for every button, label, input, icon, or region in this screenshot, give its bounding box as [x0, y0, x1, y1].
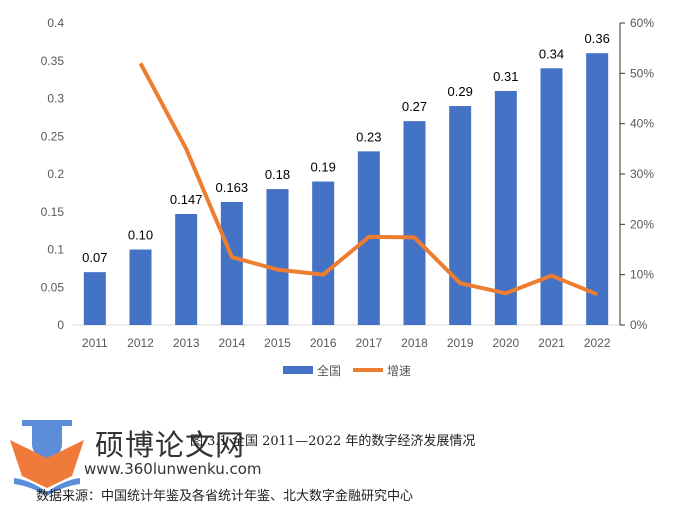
bar [494, 90, 517, 325]
data-label: 0.23 [356, 129, 381, 144]
data-label: 0.27 [402, 99, 427, 114]
bar [175, 214, 198, 325]
growth-line [138, 62, 598, 297]
data-label: 0.34 [539, 46, 564, 61]
data-label: 0.18 [265, 167, 290, 182]
x-tick-label: 2011 [82, 336, 108, 350]
y2-tick-label: 60% [630, 16, 654, 30]
bar [449, 106, 472, 325]
data-source: 数据来源：中国统计年鉴及各省统计年鉴、北大数字金融研究中心 [36, 489, 414, 504]
y2-tick-label: 30% [630, 167, 654, 181]
y-tick-label: 0.4 [47, 16, 64, 30]
x-tick-label: 2016 [310, 336, 337, 350]
y-tick-label: 0.1 [47, 243, 64, 257]
y-tick-label: 0.25 [41, 129, 65, 143]
x-tick-label: 2015 [264, 336, 291, 350]
data-label: 0.19 [311, 160, 336, 175]
y2-tick-label: 0% [630, 318, 648, 332]
x-tick-label: 2013 [173, 336, 200, 350]
x-tick-label: 2017 [355, 336, 382, 350]
y-tick-label: 0.15 [41, 205, 65, 219]
data-label: 0.31 [493, 69, 518, 84]
bar [540, 68, 563, 326]
data-label: 0.07 [82, 250, 107, 265]
bar [129, 249, 152, 325]
watermark-url: www.360lunwenku.com [84, 460, 262, 478]
legend-label: 增速 [387, 364, 411, 378]
y-tick-label: 0.05 [41, 280, 65, 294]
data-label: 0.10 [128, 228, 153, 243]
y-tick-label: 0.35 [41, 54, 65, 68]
x-tick-label: 2018 [401, 336, 428, 350]
y-tick-label: 0 [57, 318, 64, 332]
x-tick-label: 2019 [447, 336, 474, 350]
watermark-logo-icon [8, 418, 88, 503]
bar [220, 201, 243, 325]
y2-tick-label: 20% [630, 217, 654, 231]
bar [312, 181, 335, 325]
bar [266, 189, 289, 325]
y2-tick-label: 50% [630, 66, 654, 80]
x-tick-label: 2021 [538, 336, 565, 350]
legend-bar-swatch [283, 366, 313, 374]
figure-caption: 图 3.1 全国 2011—2022 年的数字经济发展情况 [190, 434, 476, 449]
x-tick-label: 2022 [584, 336, 611, 350]
data-label: 0.29 [448, 84, 473, 99]
bar [83, 272, 106, 325]
watermark-name: 硕博论文网 [95, 428, 246, 462]
chart: 0 0.05 0.1 0.15 0.2 0.25 0.3 0.35 0.4 0% 10% 20% 30%… [41, 16, 655, 378]
y-tick-label: 0.3 [47, 92, 64, 106]
y2-tick-label: 10% [630, 268, 654, 282]
bar [586, 53, 609, 325]
data-label: 0.36 [585, 31, 610, 46]
data-label: 0.147 [170, 192, 203, 207]
legend-label: 全国 [317, 363, 341, 378]
data-label: 0.163 [216, 180, 249, 195]
x-tick-label: 2020 [492, 336, 519, 350]
x-tick-label: 2012 [127, 336, 154, 350]
y2-tick-label: 40% [630, 117, 654, 131]
y-tick-label: 0.2 [47, 167, 64, 181]
x-tick-label: 2014 [218, 336, 245, 350]
bar [403, 121, 426, 326]
